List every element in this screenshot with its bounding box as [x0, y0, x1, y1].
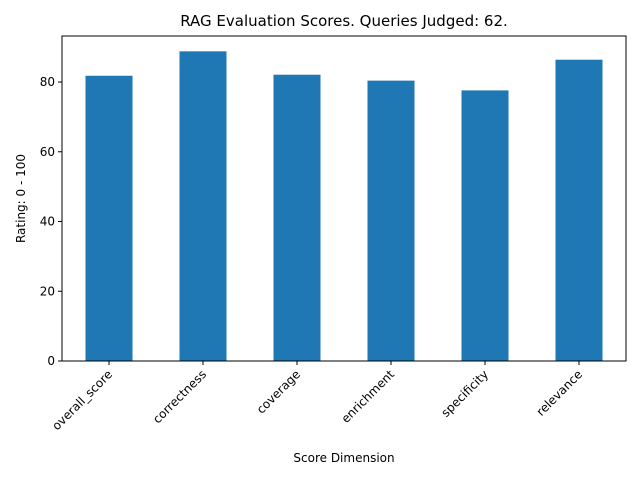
- x-tick-label: enrichment: [339, 367, 398, 426]
- x-tick-label: relevance: [534, 367, 585, 418]
- bar-correctness: [179, 51, 227, 361]
- y-axis-label: Rating: 0 - 100: [14, 154, 28, 243]
- y-tick-label: 80: [40, 75, 55, 89]
- x-tick-label: overall_score: [49, 367, 115, 433]
- x-tick-label: coverage: [254, 367, 303, 416]
- bar-relevance: [555, 59, 603, 361]
- x-tick-label: specificity: [438, 367, 491, 420]
- y-tick-label: 0: [47, 354, 55, 368]
- chart-title: RAG Evaluation Scores. Queries Judged: 6…: [180, 12, 508, 30]
- plot-frame: [61, 35, 627, 362]
- bar-specificity: [461, 90, 509, 361]
- x-tick-label: correctness: [150, 367, 209, 426]
- x-axis-ticks: overall_score correctness coverage enrichme…: [49, 361, 585, 433]
- y-tick-label: 20: [40, 284, 55, 298]
- bar-enrichment: [367, 80, 415, 361]
- bar-overall-score: [85, 75, 133, 361]
- bar-coverage: [273, 74, 321, 361]
- y-axis-ticks: 0 20 40 60 80: [40, 75, 62, 368]
- bars-group: [85, 51, 603, 361]
- y-tick-label: 40: [40, 215, 55, 229]
- y-tick-label: 60: [40, 145, 55, 159]
- x-axis-label: Score Dimension: [293, 451, 394, 465]
